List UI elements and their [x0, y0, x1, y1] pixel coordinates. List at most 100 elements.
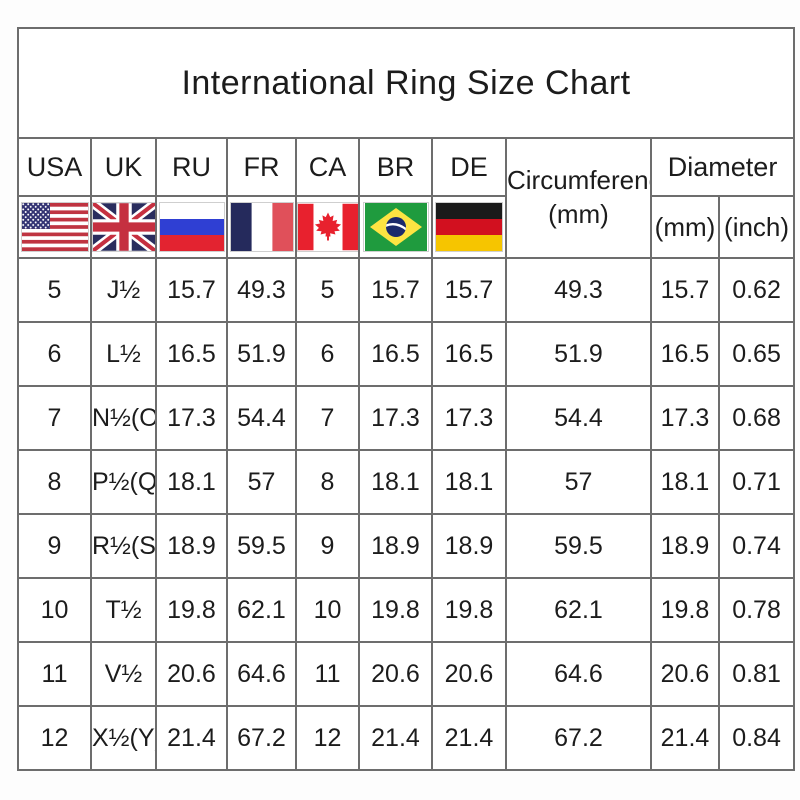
table-cell: 49.3: [505, 257, 652, 323]
diameter-inch-header: (inch): [717, 195, 796, 259]
table-cell: R½(S): [90, 513, 157, 579]
table-cell: 67.2: [505, 705, 652, 771]
table-cell: 64.6: [505, 641, 652, 707]
table-cell: 5: [17, 257, 92, 323]
table-row: 11 V½ 20.6 64.6 11 20.6 20.6 64.6 20.6 0…: [17, 641, 796, 707]
table-cell: 12: [295, 705, 360, 771]
table-cell: 10: [17, 577, 92, 643]
table-cell: 5: [295, 257, 360, 323]
table-cell: 49.3: [226, 257, 297, 323]
table-row: 12 X½(Y) 21.4 67.2 12 21.4 21.4 67.2 21.…: [17, 705, 796, 771]
table-cell: 20.6: [155, 641, 228, 707]
table-cell: 67.2: [226, 705, 297, 771]
table-cell: 18.9: [155, 513, 228, 579]
ring-size-table: International Ring Size Chart USA UK RU …: [16, 27, 796, 771]
flag-cell-usa: [17, 195, 92, 259]
table-cell: 0.81: [717, 641, 796, 707]
country-header-row: USA UK RU FR CA BR DE Circumference (mm)…: [17, 137, 796, 259]
table-cell: 51.9: [226, 321, 297, 387]
table-cell: 0.62: [717, 257, 796, 323]
table-cell: 19.8: [650, 577, 720, 643]
table-cell: 62.1: [226, 577, 297, 643]
uk-flag-icon: [93, 202, 154, 252]
table-cell: 18.9: [358, 513, 433, 579]
diameter-mm-header: (mm): [650, 195, 720, 259]
table-cell: 15.7: [650, 257, 720, 323]
table-cell: P½(Q): [90, 449, 157, 515]
circumference-label: Circumference: [507, 165, 649, 196]
table-cell: 0.74: [717, 513, 796, 579]
column-header-ru: RU: [155, 137, 228, 197]
brazil-flag-icon: [362, 202, 429, 252]
table-cell: 54.4: [505, 385, 652, 451]
column-header-uk: UK: [90, 137, 157, 197]
table-cell: V½: [90, 641, 157, 707]
table-cell: 0.68: [717, 385, 796, 451]
table-cell: 21.4: [155, 705, 228, 771]
table-cell: X½(Y): [90, 705, 157, 771]
circumference-unit: (mm): [548, 199, 609, 229]
table-cell: J½: [90, 257, 157, 323]
flag-cell-ru: [155, 195, 228, 259]
table-cell: 51.9: [505, 321, 652, 387]
table-cell: 64.6: [226, 641, 297, 707]
column-header-de: DE: [431, 137, 507, 197]
table-cell: 0.65: [717, 321, 796, 387]
table-cell: 18.1: [155, 449, 228, 515]
table-cell: 17.3: [358, 385, 433, 451]
table-row: 9 R½(S) 18.9 59.5 9 18.9 18.9 59.5 18.9 …: [17, 513, 796, 579]
column-header-ca: CA: [295, 137, 360, 197]
flag-cell-br: [358, 195, 433, 259]
table-cell: 21.4: [431, 705, 507, 771]
table-cell: 12: [17, 705, 92, 771]
table-cell: 16.5: [650, 321, 720, 387]
table-cell: 9: [17, 513, 92, 579]
flag-cell-de: [431, 195, 507, 259]
table-cell: 6: [17, 321, 92, 387]
table-cell: 16.5: [431, 321, 507, 387]
table-cell: 21.4: [650, 705, 720, 771]
germany-flag-icon: [435, 202, 503, 252]
column-header-usa: USA: [17, 137, 92, 197]
table-row: 7 N½(O) 17.3 54.4 7 17.3 17.3 54.4 17.3 …: [17, 385, 796, 451]
table-cell: 15.7: [431, 257, 507, 323]
column-header-diameter: Diameter: [649, 137, 796, 197]
flag-cell-ca: [295, 195, 360, 259]
flag-cell-uk: [90, 195, 157, 259]
canada-flag-icon: [298, 202, 357, 252]
usa-flag-icon: [20, 202, 89, 252]
table-cell: 19.8: [358, 577, 433, 643]
table-cell: 16.5: [155, 321, 228, 387]
russia-flag-icon: [158, 202, 225, 252]
table-cell: 57: [226, 449, 297, 515]
table-cell: 11: [295, 641, 360, 707]
table-cell: 8: [295, 449, 360, 515]
table-cell: 20.6: [358, 641, 433, 707]
table-cell: 19.8: [431, 577, 507, 643]
table-cell: 7: [295, 385, 360, 451]
table-cell: 54.4: [226, 385, 297, 451]
flag-row: (mm) (inch): [17, 195, 796, 259]
table-cell: 8: [17, 449, 92, 515]
table-cell: 16.5: [358, 321, 433, 387]
table-cell: 0.84: [717, 705, 796, 771]
table-row: 8 P½(Q) 18.1 57 8 18.1 18.1 57 18.1 0.71: [17, 449, 796, 515]
table-cell: 15.7: [155, 257, 228, 323]
table-cell: 18.9: [650, 513, 720, 579]
title-row: International Ring Size Chart: [16, 27, 796, 139]
france-flag-icon: [229, 202, 294, 252]
table-cell: 18.1: [358, 449, 433, 515]
column-header-fr: FR: [226, 137, 297, 197]
table-cell: 15.7: [358, 257, 433, 323]
page-title: International Ring Size Chart: [16, 27, 796, 139]
table-cell: 0.78: [717, 577, 796, 643]
flag-cell-fr: [226, 195, 297, 259]
table-cell: 18.1: [431, 449, 507, 515]
table-cell: 21.4: [358, 705, 433, 771]
table-cell: L½: [90, 321, 157, 387]
table-row: 10 T½ 19.8 62.1 10 19.8 19.8 62.1 19.8 0…: [17, 577, 796, 643]
table-cell: 19.8: [155, 577, 228, 643]
table-cell: T½: [90, 577, 157, 643]
table-cell: 18.1: [650, 449, 720, 515]
table-cell: 57: [505, 449, 652, 515]
